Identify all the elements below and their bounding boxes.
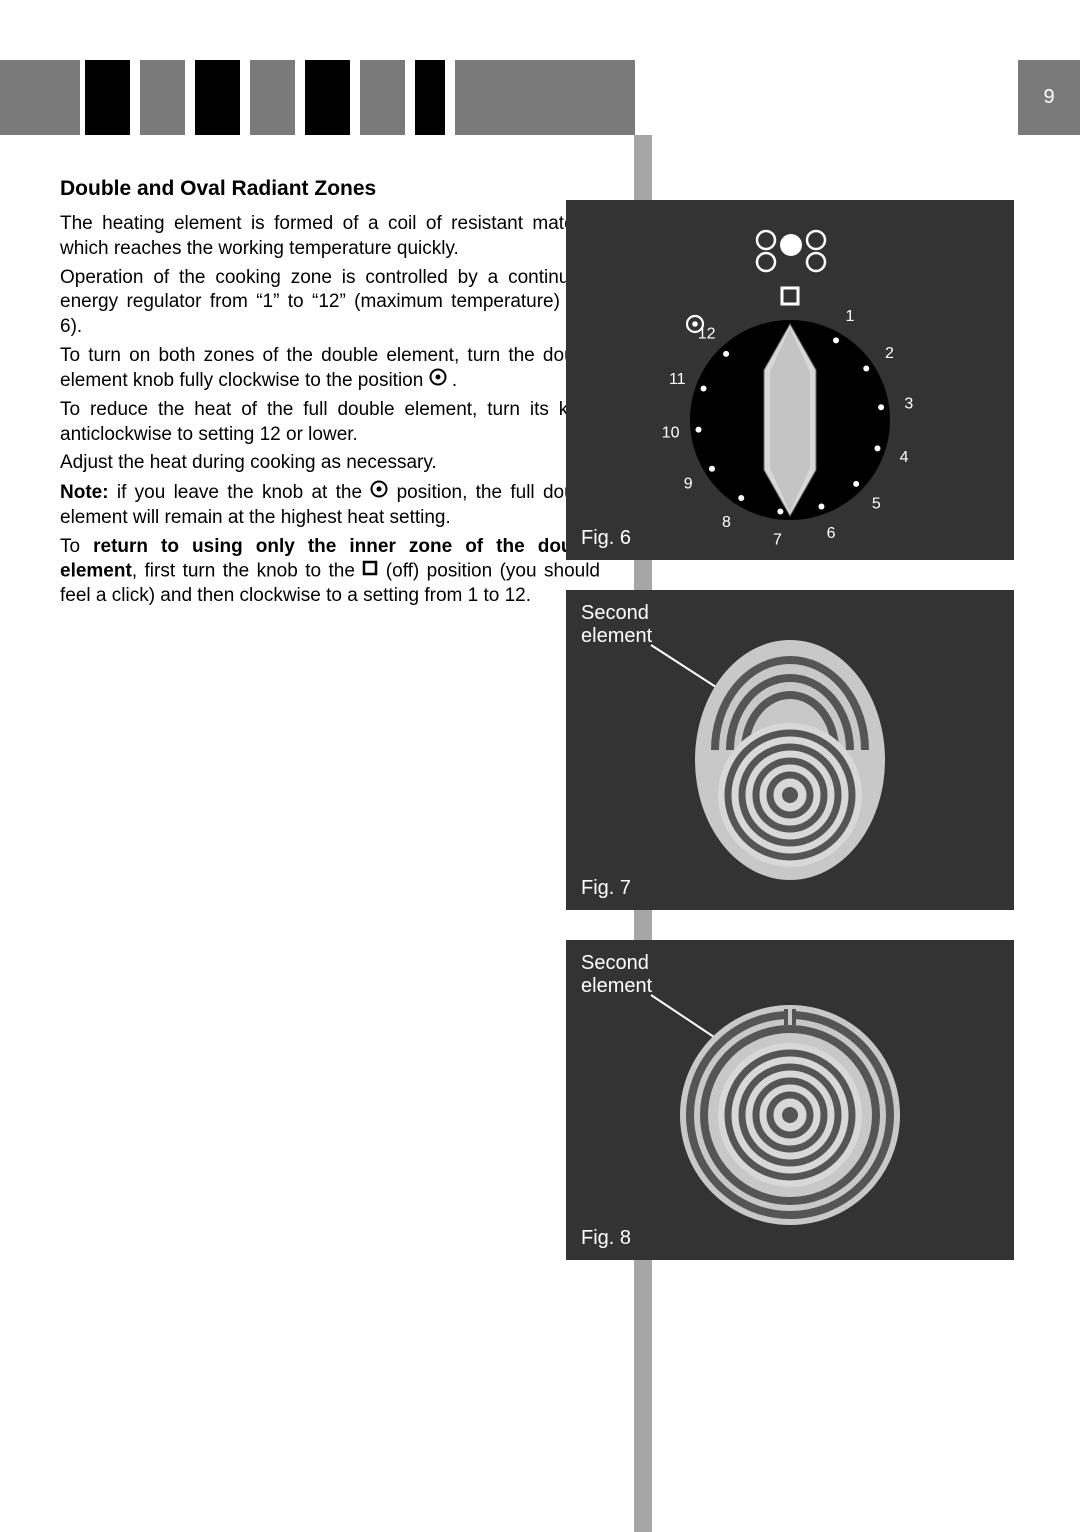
dial-illustration: 123456789101112 <box>566 200 1014 560</box>
svg-text:3: 3 <box>904 395 913 412</box>
page-number-text: 9 <box>1043 86 1054 109</box>
svg-text:12: 12 <box>698 326 716 343</box>
text-column: Double and Oval Radiant Zones The heatin… <box>60 175 600 613</box>
header-bar <box>85 60 130 135</box>
p3-b: . <box>452 370 457 391</box>
section-title: Double and Oval Radiant Zones <box>60 175 600 202</box>
note-label: Note: <box>60 482 109 503</box>
double-zone-icon <box>370 480 388 506</box>
svg-text:2: 2 <box>885 345 894 362</box>
paragraph-4: To reduce the heat of the full double el… <box>60 398 600 447</box>
double-zone-icon <box>429 368 447 394</box>
header-bar <box>360 60 405 135</box>
page-number: 9 <box>1018 60 1080 135</box>
figure-7-second-label: Secondelement <box>581 602 652 648</box>
svg-text:1: 1 <box>846 308 855 325</box>
figure-6: 123456789101112 Fig. 6 <box>566 200 1014 560</box>
svg-text:7: 7 <box>773 531 782 548</box>
header-bar <box>305 60 350 135</box>
figure-8-label: Fig. 8 <box>581 1227 631 1250</box>
figure-8-second-label: Secondelement <box>581 952 652 998</box>
off-square-icon <box>362 559 378 584</box>
ret-b: , first turn the knob to the <box>132 561 363 582</box>
svg-text:5: 5 <box>872 495 881 512</box>
svg-text:8: 8 <box>722 514 731 531</box>
p3-a: To turn on both zones of the double elem… <box>60 345 600 392</box>
figure-6-label: Fig. 6 <box>581 527 631 550</box>
svg-text:6: 6 <box>827 525 836 542</box>
header-band <box>0 60 1080 135</box>
figure-7: Secondelement Fig. 7 <box>566 590 1014 910</box>
svg-text:10: 10 <box>662 425 680 442</box>
header-bar <box>140 60 185 135</box>
paragraph-2: Operation of the cooking zone is control… <box>60 266 600 340</box>
header-bar <box>415 60 445 135</box>
svg-text:11: 11 <box>669 371 686 388</box>
paragraph-5: Adjust the heat during cooking as necess… <box>60 451 600 476</box>
header-bar <box>0 60 80 135</box>
note-paragraph: Note: if you leave the knob at the posit… <box>60 480 600 530</box>
svg-text:4: 4 <box>900 449 909 466</box>
paragraph-3: To turn on both zones of the double elem… <box>60 344 600 394</box>
header-bar <box>250 60 295 135</box>
paragraph-1: The heating element is formed of a coil … <box>60 212 600 261</box>
figure-7-label: Fig. 7 <box>581 877 631 900</box>
note-a: if you leave the knob at the <box>109 482 371 503</box>
header-bar <box>195 60 240 135</box>
return-paragraph: To return to using only the inner zone o… <box>60 535 600 609</box>
svg-text:9: 9 <box>684 476 693 493</box>
figure-8: Secondelement Fig. 8 <box>566 940 1014 1260</box>
ret-a: To <box>60 536 93 557</box>
header-bar <box>455 60 635 135</box>
